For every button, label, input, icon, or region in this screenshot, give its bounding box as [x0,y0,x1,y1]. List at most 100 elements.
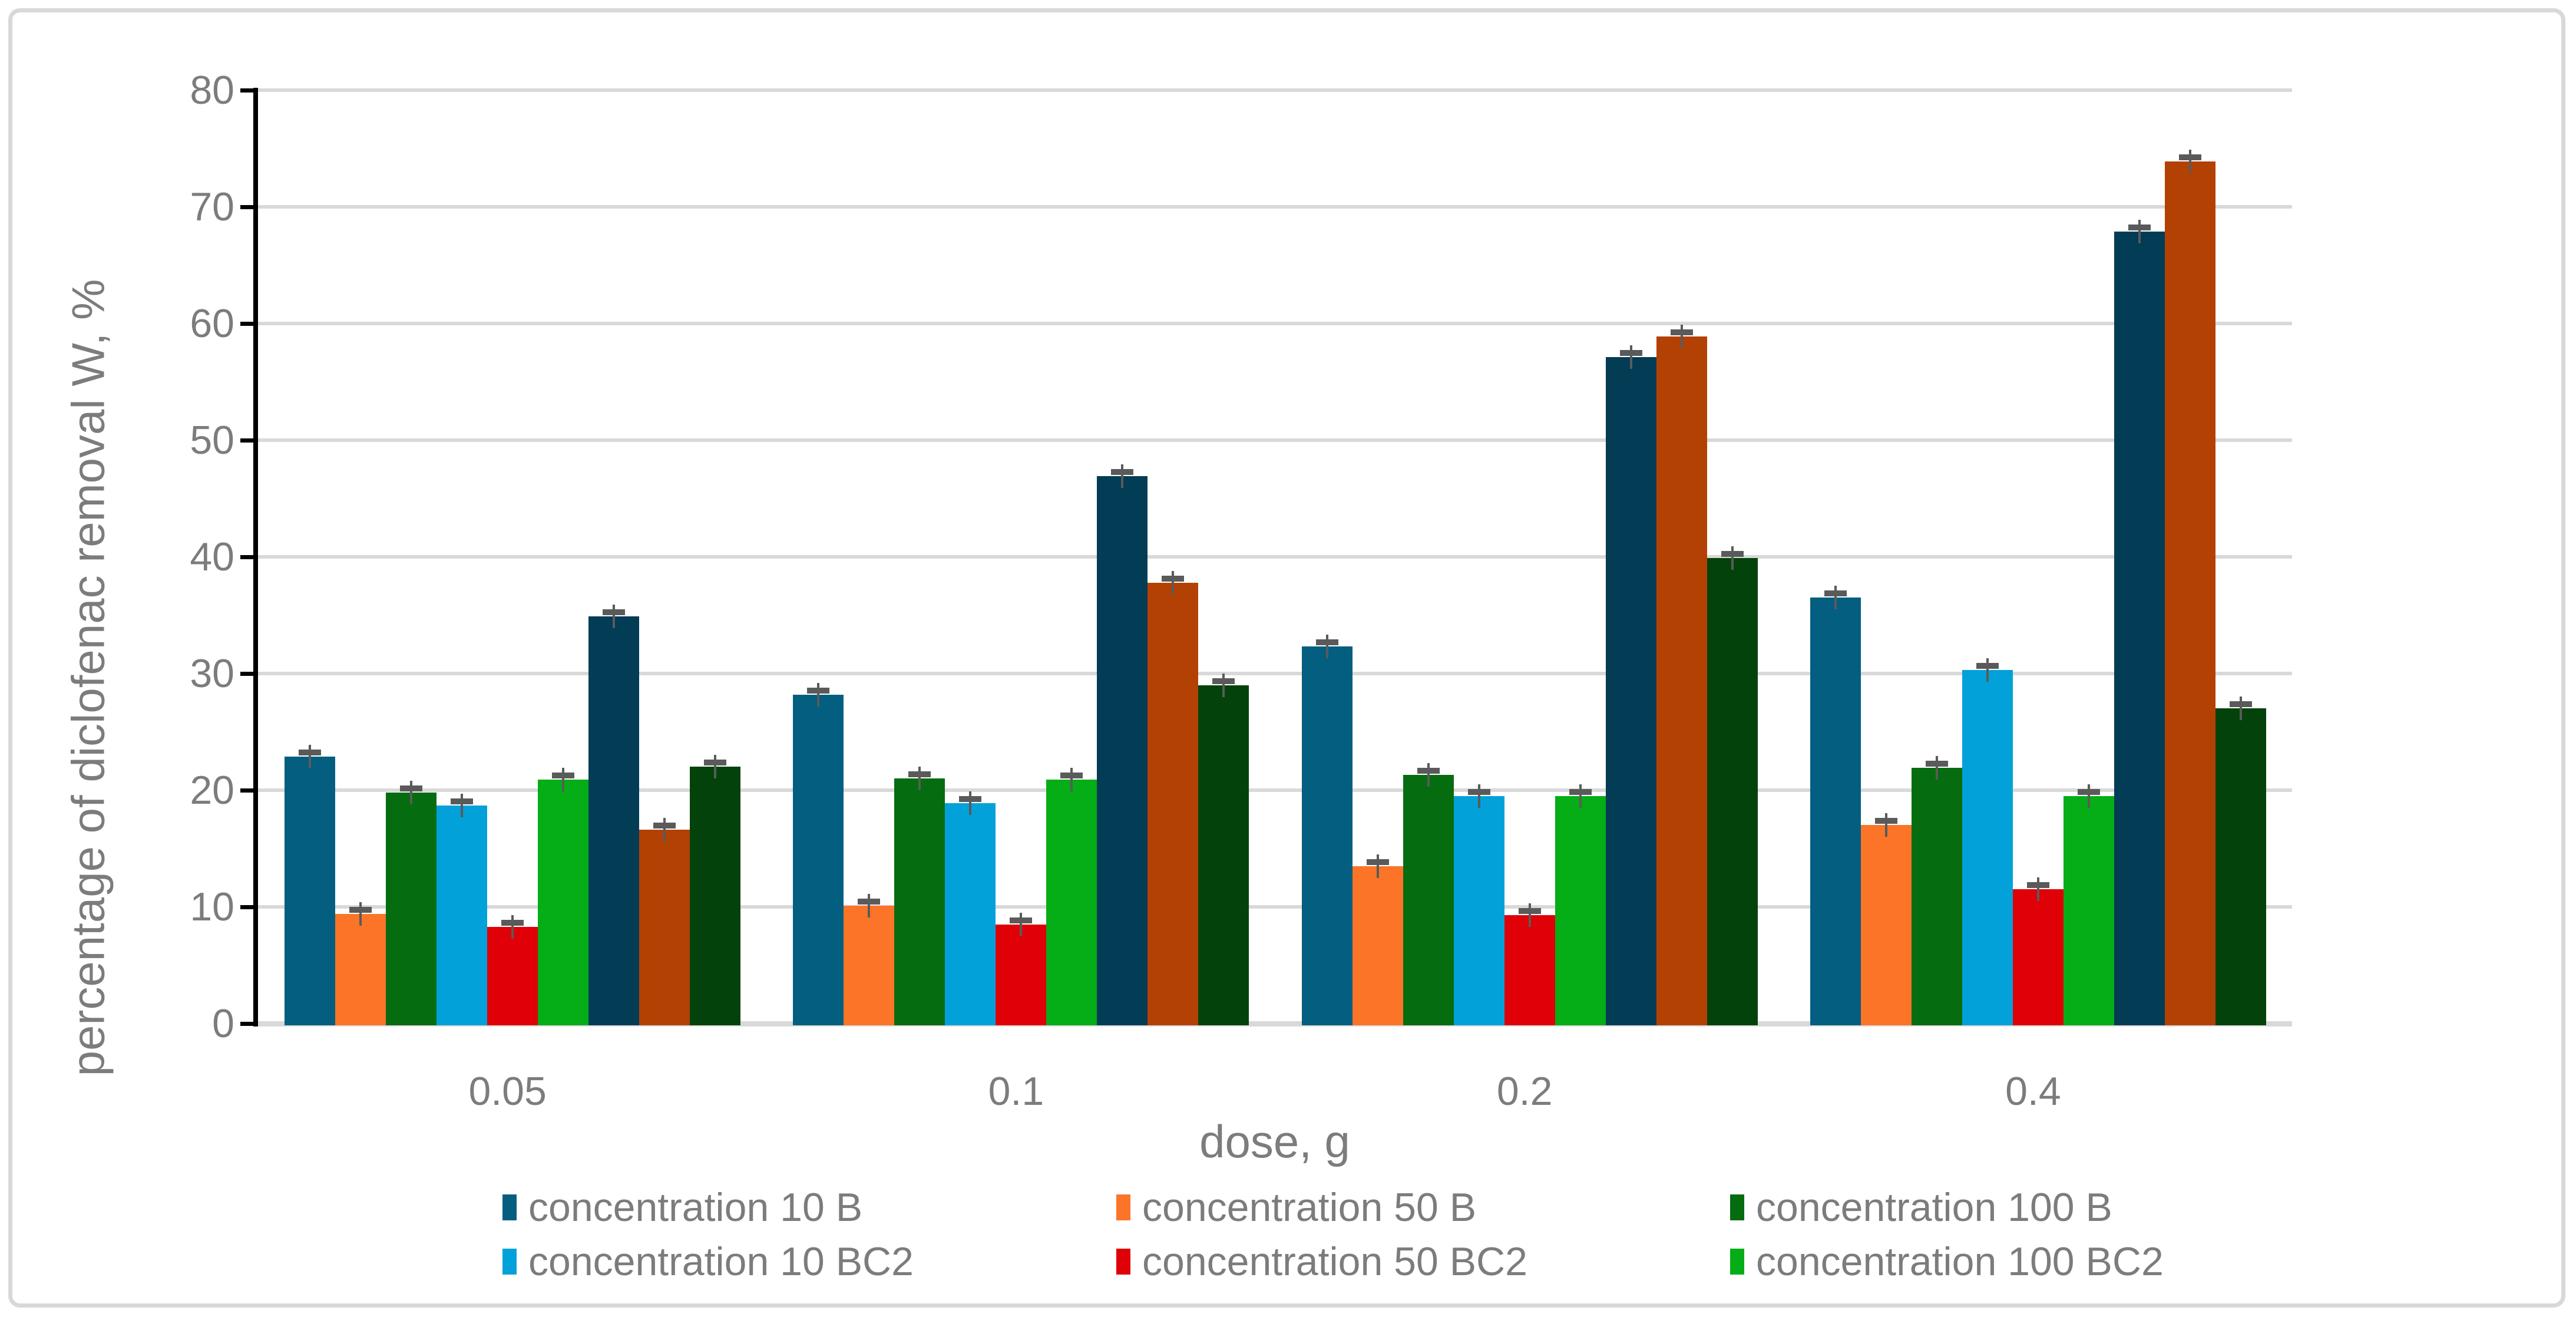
error-bar-stem [1528,903,1531,927]
legend-marker-swatch [1730,1249,1744,1275]
bar-series9-0.4 [2215,708,2266,1025]
error-bar-cap [1366,859,1389,865]
error-bar-stem [511,915,514,939]
y-gridline [258,322,2292,325]
x-category-label: 0.05 [468,1069,547,1114]
y-tick-label: 30 [190,651,234,696]
error-bar-stem [1834,586,1837,610]
error-bar-cap [1619,350,1642,357]
error-bar-cap [908,771,931,778]
y-tick-label: 40 [190,534,234,579]
bar-series2-0.05 [335,913,386,1025]
bar-series6-0.1 [1046,780,1097,1025]
error-bar-cap [299,749,321,755]
bar-series5-0.2 [1504,915,1555,1025]
error-bar-cap [1111,469,1134,476]
error-bar-cap [400,785,422,791]
error-bar-stem [1020,912,1023,936]
legend-item: concentration 50 BC2 [1116,1239,1527,1284]
error-bar-cap [1824,590,1847,597]
y-tick-label: 60 [190,301,234,346]
error-bar-stem [1884,813,1887,837]
y-tick-label: 20 [190,768,234,813]
error-bar-cap [1721,550,1744,557]
y-axis-tick [240,905,258,909]
legend-label: concentration 100 BC2 [1756,1239,2164,1284]
error-bar-cap [2026,882,2049,889]
y-tick-label: 10 [190,884,234,929]
legend-marker-swatch [1730,1194,1744,1220]
error-bar-stem [1427,763,1430,787]
bar-series8-0.4 [2164,161,2215,1025]
legend-label: concentration 50 B [1142,1185,1477,1230]
legend-label: concentration 100 B [1756,1185,2112,1230]
y-gridline [258,555,2292,559]
legend-item: concentration 100 B [1730,1185,2112,1230]
legend-item: concentration 50 B [1116,1185,1476,1230]
legend-marker-swatch [1116,1194,1130,1220]
error-bar-cap [2178,154,2201,160]
bar-series4-0.4 [1962,670,2013,1025]
error-bar-stem [562,768,564,792]
error-bar-stem [1325,635,1328,659]
error-bar-stem [613,604,615,628]
error-bar-stem [1477,784,1480,808]
error-bar-stem [2188,149,2191,173]
error-bar-stem [1579,784,1582,808]
error-bar-stem [2036,877,2039,902]
error-bar-cap [1417,768,1440,774]
error-bar-cap [2229,701,2252,708]
legend-marker-swatch [1116,1249,1130,1275]
error-bar-cap [1874,818,1897,824]
error-bar-stem [918,767,921,791]
y-axis-tick [240,788,258,793]
bar-series5-0.05 [487,926,538,1025]
error-bar-cap [653,823,676,829]
bar-series9-0.05 [690,767,740,1025]
y-axis-tick [240,322,258,326]
error-bar-cap [1467,788,1490,795]
error-bar-stem [2138,219,2141,243]
bar-series4-0.2 [1453,796,1504,1025]
bar-series6-0.2 [1555,796,1606,1025]
error-bar-cap [1010,917,1033,923]
y-gridline [258,88,2292,92]
error-bar-stem [1070,768,1073,792]
error-bar-cap [1162,575,1185,582]
bar-series3-0.05 [386,792,437,1025]
error-bar-stem [1172,570,1175,595]
error-bar-cap [1670,329,1693,335]
bar-series1-0.05 [285,756,335,1025]
bar-series6-0.4 [2063,796,2114,1025]
error-bar-cap [552,773,574,779]
error-bar-cap [451,798,473,804]
error-bar-stem [1121,464,1124,488]
error-bar-stem [1986,658,1989,682]
y-tick-label: 80 [190,68,234,113]
x-category-label: 0.4 [2005,1069,2061,1114]
error-bar-stem [359,902,362,926]
bar-series1-0.4 [1810,598,1861,1025]
error-bar-stem [461,793,463,817]
error-bar-cap [1518,907,1541,914]
bar-series3-0.4 [1911,768,1962,1025]
error-bar-stem [1222,673,1225,697]
bar-series7-0.2 [1605,357,1656,1025]
bar-series7-0.4 [2114,231,2165,1025]
bar-series8-0.1 [1148,582,1199,1025]
legend-label: concentration 10 BC2 [528,1239,914,1284]
x-category-label: 0.2 [1496,1069,1553,1114]
bar-series3-0.2 [1403,775,1454,1025]
error-bar-stem [817,682,820,707]
bar-series3-0.1 [894,778,945,1025]
bar-series7-0.1 [1097,476,1148,1025]
error-bar-cap [807,687,830,694]
legend-item: concentration 10 BC2 [502,1239,914,1284]
x-category-label: 0.1 [988,1069,1044,1114]
error-bar-cap [603,609,625,615]
error-bar-stem [1376,854,1379,878]
y-axis-tick [240,438,258,443]
error-bar-cap [858,899,881,905]
error-bar-stem [309,744,311,768]
